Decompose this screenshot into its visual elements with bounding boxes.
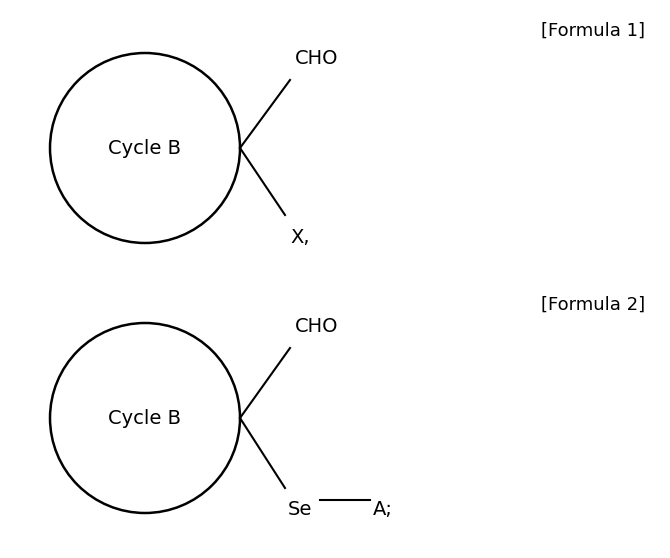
Text: Cycle B: Cycle B [109, 408, 182, 427]
Text: CHO: CHO [295, 49, 338, 68]
Text: A;: A; [373, 500, 393, 519]
Text: [Formula 2]: [Formula 2] [541, 296, 645, 314]
Text: CHO: CHO [295, 317, 338, 336]
Text: Se: Se [288, 500, 312, 519]
Text: [Formula 1]: [Formula 1] [541, 22, 645, 40]
Circle shape [50, 323, 240, 513]
Text: X,: X, [290, 228, 310, 247]
Circle shape [50, 53, 240, 243]
Text: Cycle B: Cycle B [109, 138, 182, 157]
